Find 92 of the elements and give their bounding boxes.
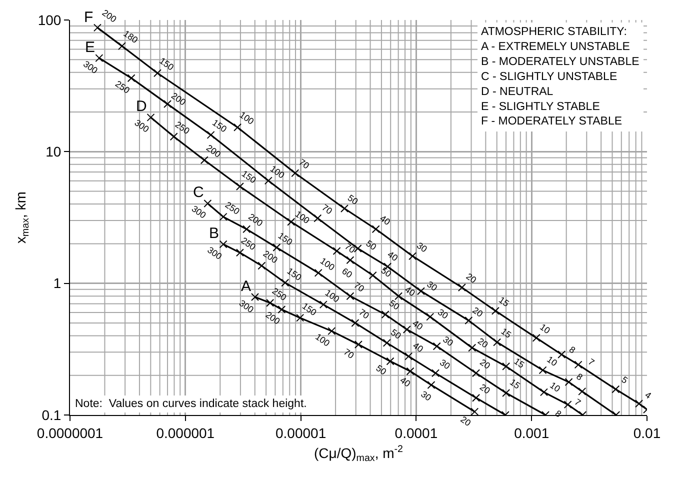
annotation: 50 <box>364 238 378 252</box>
annotation: 40 <box>378 213 392 228</box>
x-tick-label: 0.001 <box>514 424 550 441</box>
x-tick-label: 0.01 <box>633 424 661 441</box>
annotation: 300 <box>237 298 256 315</box>
annotation: 100 <box>318 256 336 272</box>
annotation: 30 <box>436 306 450 321</box>
annotation: 250 <box>173 119 192 136</box>
annotation: 30 <box>425 279 440 293</box>
annotation: 30 <box>441 334 456 348</box>
x-axis-title: (Cμ/Q)$_{max}$, m$^{-2}$ <box>314 444 403 464</box>
annotation: 150 <box>276 230 294 248</box>
annotation: 300 <box>190 204 208 220</box>
y-tick-label: 1 <box>53 275 62 292</box>
annotation: 100 <box>323 288 342 304</box>
annotation: 250 <box>239 235 258 252</box>
annotation: 150 <box>240 168 258 186</box>
annotation: 300 <box>81 58 100 76</box>
annotation: 150 <box>210 117 229 134</box>
annotation: 150 <box>285 266 304 283</box>
series-label: C <box>193 184 204 201</box>
annotation: 40 <box>411 340 426 354</box>
annotation: 200 <box>246 212 265 228</box>
annotation: 250 <box>223 200 242 216</box>
annotation: 8 <box>574 371 584 382</box>
series-label: E <box>85 39 96 56</box>
annotation: 70 <box>343 241 357 256</box>
y-tick-label: 100 <box>38 12 62 28</box>
annotation: 20 <box>478 357 492 371</box>
annotation: 200 <box>204 142 223 160</box>
annotation: 8 <box>567 344 578 356</box>
annotation: 100 <box>238 110 256 126</box>
annotation: 100 <box>314 332 332 348</box>
x-tick-label: 0.0000001 <box>36 424 104 441</box>
annotation: 100 <box>268 164 286 180</box>
annotation: 200 <box>100 8 118 24</box>
annotation: 7 <box>572 396 583 408</box>
annotation: 20 <box>458 414 473 428</box>
annotation: 7 <box>586 356 596 368</box>
annotation: 10 <box>545 354 560 368</box>
annotation: 10 <box>538 322 552 336</box>
annotation: 20 <box>478 382 492 396</box>
annotation: 20 <box>464 271 478 286</box>
annotation: 20 <box>470 305 485 320</box>
annotation: 300 <box>132 118 151 134</box>
annotation: 100 <box>293 208 312 226</box>
annotation: 70 <box>352 280 366 294</box>
annotation: 30 <box>438 357 452 372</box>
annotation: 200 <box>261 248 280 266</box>
annotation: 180 <box>122 28 140 46</box>
y-tick-label: 0.1 <box>42 406 62 423</box>
annotation: 15 <box>497 294 511 309</box>
annotation: 15 <box>512 356 526 370</box>
annotation: 30 <box>419 388 434 403</box>
annotation: 200 <box>170 90 188 108</box>
annotation: 70 <box>342 346 356 361</box>
series-label: B <box>209 225 220 242</box>
annotation: 70 <box>320 202 334 216</box>
annotation: 70 <box>357 306 371 321</box>
y-tick-label: 10 <box>46 144 62 160</box>
annotation: 10 <box>548 380 562 394</box>
annotation: 50 <box>379 265 394 280</box>
annotation: 50 <box>374 362 388 377</box>
x-tick-label: 0.00001 <box>275 424 326 441</box>
annotation: 250 <box>270 286 288 303</box>
annotation: 200 <box>264 310 282 326</box>
annotation: 50 <box>388 327 403 342</box>
annotation: 5 <box>620 374 630 386</box>
annotation: 40 <box>386 249 400 264</box>
annotation: Note: Values on curves indicate stack height. <box>75 398 307 410</box>
x-tick-label: 0.000001 <box>156 424 215 441</box>
annotation: 60 <box>340 266 354 280</box>
annotation: 300 <box>206 244 224 262</box>
annotation: 15 <box>508 376 522 391</box>
annotation: 40 <box>398 374 412 389</box>
series-label: D <box>136 98 147 115</box>
annotation: 30 <box>415 240 429 254</box>
series-label: A <box>241 278 252 295</box>
annotation: 40 <box>403 284 417 298</box>
annotation: 150 <box>300 300 318 318</box>
annotation: 50 <box>387 298 402 312</box>
annotation: 250 <box>114 78 132 96</box>
annotation: 50 <box>346 192 360 207</box>
annotation: 150 <box>158 56 176 72</box>
annotation: 70 <box>297 156 312 171</box>
annotation: 20 <box>476 336 490 350</box>
x-tick-label: 0.0001 <box>394 424 438 441</box>
annotation: 40 <box>410 318 425 332</box>
annotation: 4 <box>643 390 654 401</box>
annotation: ATMOSPHERIC STABILITY: A - EXTREMELY UNSTABLE B - MODERATELY UNSTABLE C - SLIGHTLY UNSTABLE D - NEUTRAL E - SLIGHTLY STABLE F - MODERATELY STABLE <box>481 26 640 128</box>
annotation: 15 <box>499 326 514 340</box>
series-label: F <box>84 9 94 26</box>
